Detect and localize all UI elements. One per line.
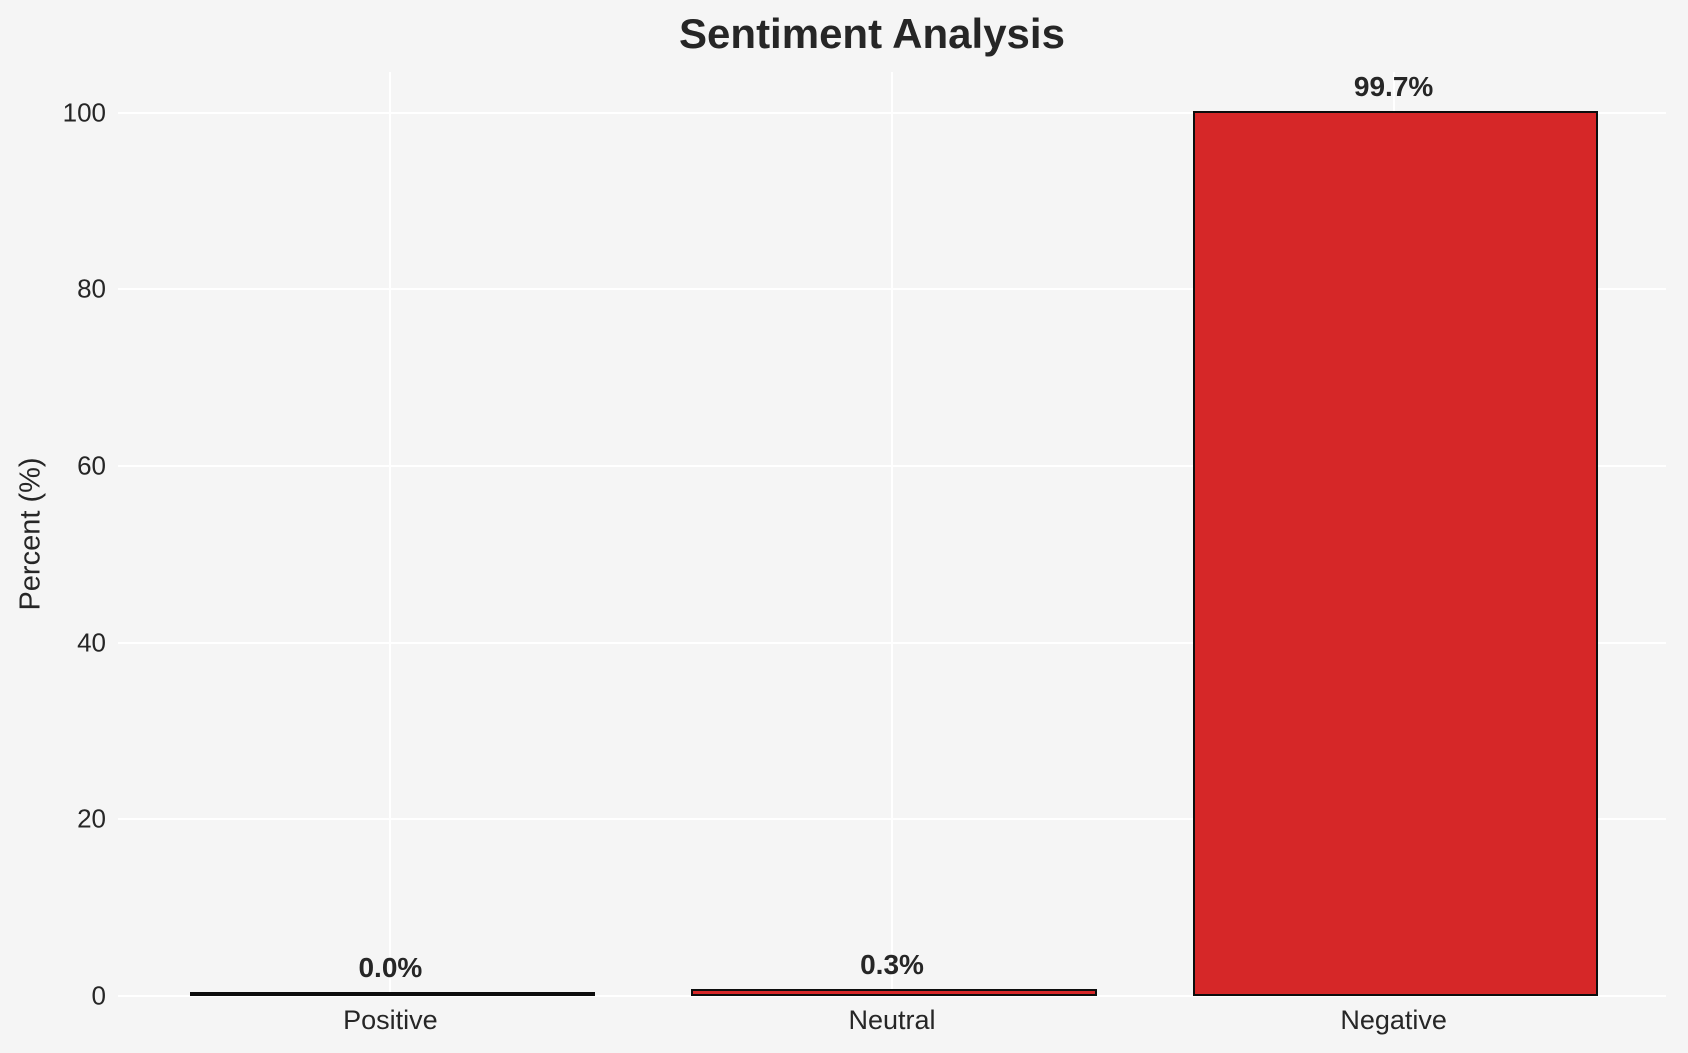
value-label-negative: 99.7%	[1353, 71, 1434, 103]
x-tick-label-positive: Positive	[343, 1005, 438, 1035]
x-tick-label-neutral: Neutral	[848, 1005, 936, 1035]
gridline-horizontal	[118, 995, 1666, 997]
gridline-vertical	[389, 72, 392, 996]
bar-positive	[189, 992, 595, 996]
plot-area: 0.0% 0.3% 99.7%	[118, 71, 1666, 997]
y-tick-label: 40	[77, 627, 106, 658]
y-tick-label: 80	[77, 273, 106, 304]
y-tick-label: 60	[77, 450, 106, 481]
y-tick-label: 0	[91, 980, 106, 1011]
y-axis-label: Percent (%)	[14, 457, 47, 611]
bar-neutral	[691, 989, 1097, 996]
x-tick-label-negative: Negative	[1340, 1005, 1447, 1035]
value-label-neutral: 0.3%	[860, 949, 924, 981]
value-label-positive: 0.0%	[358, 952, 423, 983]
gridline-vertical	[891, 72, 893, 996]
chart-title: Sentiment Analysis	[679, 10, 1065, 57]
y-tick-label: 100	[62, 97, 106, 128]
bar-negative	[1192, 111, 1599, 996]
y-tick-label: 20	[77, 803, 106, 834]
